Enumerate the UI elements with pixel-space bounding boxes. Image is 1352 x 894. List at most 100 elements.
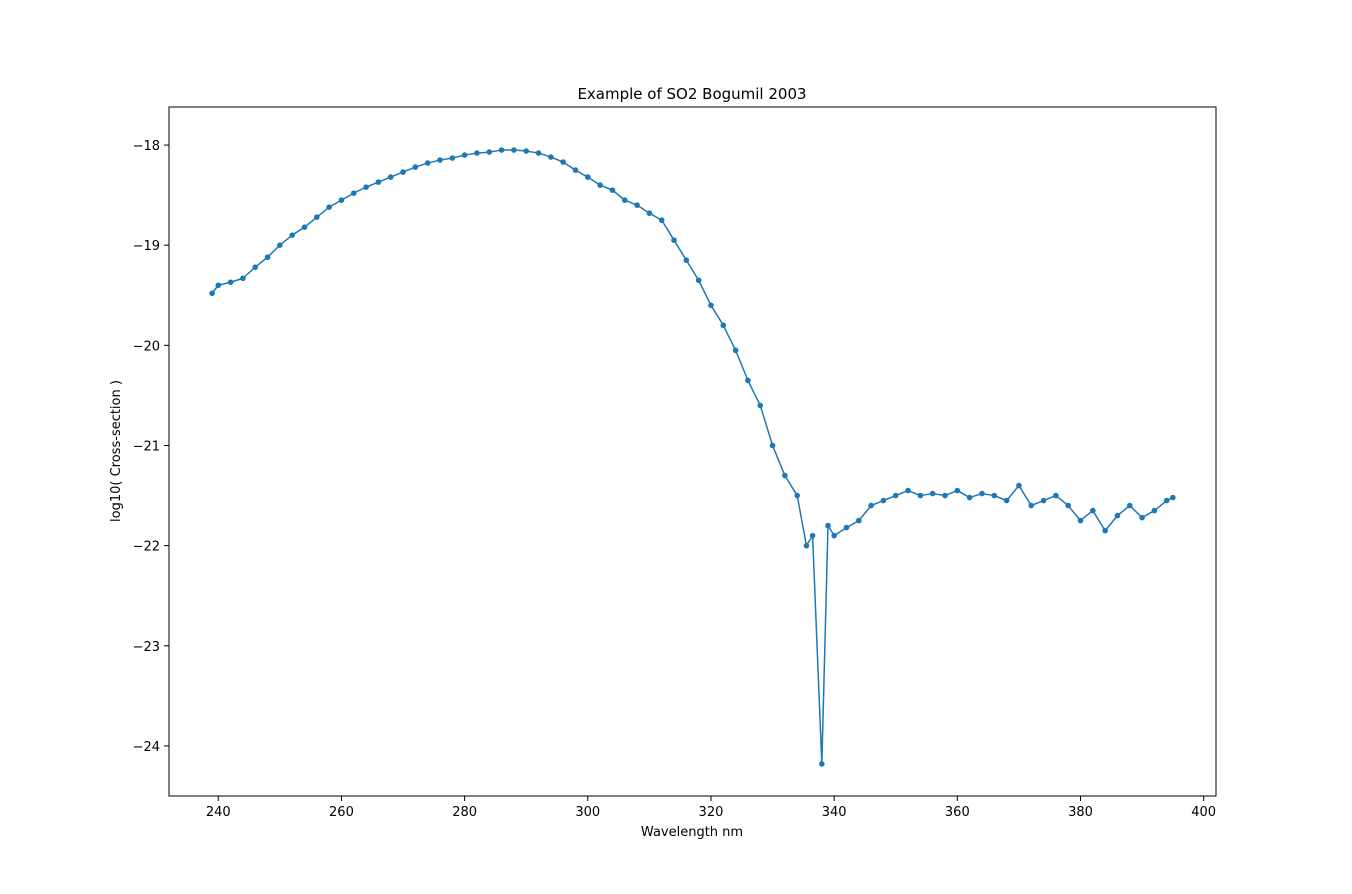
data-point — [1163, 497, 1170, 504]
data-point — [646, 210, 653, 216]
data-point — [1028, 502, 1035, 509]
data-point — [954, 487, 961, 494]
data-point — [560, 159, 566, 165]
x-tick-label: 280 — [452, 805, 477, 820]
data-point — [289, 232, 295, 238]
y-tick-label: −19 — [133, 239, 160, 254]
x-tick-label: 340 — [822, 805, 847, 820]
data-point — [809, 532, 816, 539]
data-point — [1016, 482, 1022, 489]
data-point — [905, 487, 911, 494]
data-point — [523, 148, 530, 154]
data-point — [326, 204, 332, 210]
data-point — [498, 147, 505, 153]
data-point — [597, 182, 603, 188]
data-point — [942, 492, 948, 499]
y-tick-label: −21 — [133, 439, 160, 454]
data-point — [803, 542, 810, 549]
data-point — [449, 155, 456, 161]
plot-area — [209, 147, 1176, 767]
y-tick-label: −24 — [133, 740, 160, 755]
data-point — [400, 169, 406, 175]
data-point — [375, 179, 382, 185]
data-point — [745, 377, 751, 384]
data-point — [634, 202, 640, 208]
data-point — [819, 761, 825, 767]
data-point — [387, 174, 394, 180]
x-tick-label: 320 — [699, 805, 724, 820]
data-point — [979, 490, 985, 497]
data-point — [831, 532, 837, 539]
data-point — [782, 472, 788, 479]
data-point — [412, 164, 419, 170]
data-point — [695, 277, 702, 284]
data-point — [1003, 497, 1010, 504]
data-point — [868, 502, 874, 509]
y-tick-label: −23 — [133, 640, 160, 655]
data-point — [609, 187, 616, 193]
y-axis-label: log10( Cross-section ) — [109, 380, 124, 522]
data-point — [227, 279, 234, 286]
data-point — [1102, 527, 1108, 534]
y-tick-label: −20 — [133, 339, 160, 354]
data-point — [1065, 502, 1071, 509]
data-point — [314, 214, 320, 220]
data-point — [1077, 517, 1084, 524]
data-point — [917, 492, 924, 499]
data-point — [363, 184, 369, 190]
data-point — [732, 347, 739, 354]
data-point — [658, 217, 665, 223]
data-point — [535, 150, 542, 156]
x-tick-label: 360 — [945, 805, 970, 820]
data-point — [683, 257, 690, 264]
data-point — [209, 290, 215, 297]
data-point — [338, 197, 345, 203]
data-point — [769, 442, 776, 449]
data-point — [474, 150, 480, 156]
data-point — [855, 517, 862, 524]
data-point — [671, 237, 677, 243]
x-tick-label: 300 — [575, 805, 600, 820]
data-point — [301, 224, 308, 230]
data-point — [240, 275, 246, 282]
x-tick-label: 380 — [1068, 805, 1093, 820]
data-point — [511, 147, 517, 153]
data-point — [843, 524, 850, 531]
x-axis-ticks: 240 260 280 300 320 340 360 380 400 — [206, 796, 1216, 820]
data-point — [572, 167, 579, 173]
data-point — [424, 160, 431, 166]
data-point — [757, 402, 764, 409]
chart-title: Example of SO2 Bogumil 2003 — [577, 85, 806, 103]
data-point — [1090, 507, 1096, 514]
data-point — [548, 154, 554, 160]
data-point — [1114, 512, 1121, 519]
axes-frame — [168, 106, 1217, 797]
data-point — [929, 490, 936, 497]
data-point — [350, 190, 357, 196]
data-point — [1151, 507, 1158, 514]
data-point — [621, 197, 628, 203]
data-point — [461, 152, 468, 158]
data-point — [277, 242, 283, 248]
data-point — [708, 302, 714, 309]
data-point — [1040, 497, 1047, 504]
data-point — [991, 492, 998, 499]
data-point — [486, 149, 493, 155]
x-tick-label: 240 — [206, 805, 231, 820]
y-axis-ticks: −18 −19 −20 −21 −22 −23 −24 — [133, 139, 169, 755]
data-point — [892, 492, 899, 499]
data-point — [252, 264, 259, 271]
data-point — [794, 492, 800, 499]
data-point — [1139, 514, 1145, 521]
data-point — [264, 254, 271, 261]
data-point — [825, 522, 831, 529]
x-axis-label: Wavelength nm — [641, 825, 743, 840]
data-point — [215, 282, 222, 289]
data-point — [966, 494, 973, 501]
x-tick-label: 260 — [329, 805, 354, 820]
y-tick-label: −22 — [133, 540, 160, 555]
data-point — [720, 322, 727, 329]
series-line — [211, 149, 1174, 765]
data-point — [1170, 494, 1176, 501]
